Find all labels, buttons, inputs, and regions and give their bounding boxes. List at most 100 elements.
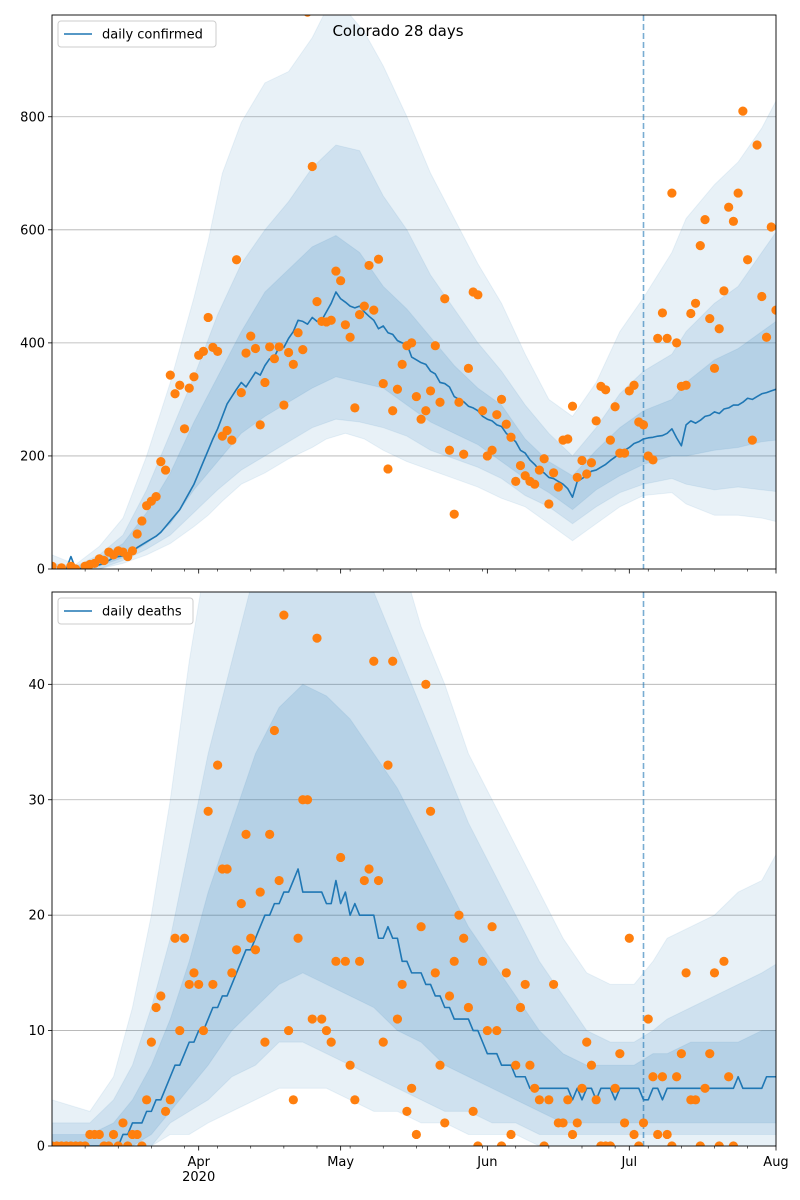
observed-point-79: [435, 397, 445, 407]
uncertainty-band-0: [52, 592, 776, 1146]
observed-point-82: [449, 509, 459, 519]
observed-point-126: [657, 308, 668, 318]
xtick-label-jun: Jun: [476, 1155, 497, 1170]
observed-point-83: [440, 1118, 450, 1128]
observed-point-92: [496, 394, 507, 405]
observed-point-32: [213, 346, 223, 356]
observed-point-114: [586, 1060, 597, 1070]
observed-point-111: [572, 1118, 582, 1128]
observed-point-10: [94, 1129, 104, 1140]
observed-point-136: [705, 313, 715, 324]
observed-point-55: [307, 1014, 317, 1024]
observed-point-126: [643, 1014, 653, 1024]
observed-point-21: [146, 1037, 156, 1047]
observed-point-151: [776, 304, 785, 313]
observed-point-64: [364, 260, 374, 271]
observed-point-110: [582, 469, 592, 479]
observed-point-101: [525, 1060, 535, 1070]
observed-point-50: [284, 1025, 294, 1036]
observed-point-68: [369, 656, 379, 666]
observed-point-148: [761, 332, 772, 342]
observed-point-61: [336, 852, 346, 863]
observed-point-53: [312, 297, 322, 307]
uncertainty-band-0: [52, 15, 776, 569]
deaths-panel: 0 10 20 30 40 Apr May Jun Jul Aug 2020 daily deaths: [28, 591, 789, 1185]
observed-point-43: [265, 342, 275, 352]
observed-point-84: [459, 449, 469, 459]
observed-point-29: [198, 346, 209, 356]
observed-point-128: [667, 188, 677, 198]
observed-point-12: [104, 1141, 114, 1146]
observed-point-139: [705, 1049, 715, 1059]
observed-point-120: [629, 380, 639, 390]
observed-point-71: [397, 359, 407, 369]
observed-point-52: [293, 933, 303, 943]
observed-point-84: [444, 991, 455, 1001]
observed-point-94: [506, 432, 516, 442]
observed-point-48: [274, 875, 284, 886]
observed-point-19: [151, 492, 161, 502]
observed-point-147: [757, 291, 767, 302]
observed-point-21: [160, 465, 171, 475]
legend-label: daily confirmed: [102, 28, 203, 43]
observed-point-36: [231, 255, 242, 265]
ytick-label-30: 30: [28, 793, 45, 808]
observed-point-62: [340, 956, 350, 966]
observed-point-120: [615, 1049, 625, 1059]
observed-point-59: [326, 1037, 336, 1047]
observed-point-149: [766, 222, 776, 232]
observed-point-40: [250, 343, 261, 354]
observed-point-27: [189, 372, 199, 382]
observed-point-134: [681, 968, 691, 978]
observed-point-144: [728, 1141, 739, 1146]
ytick-label-200: 200: [20, 449, 45, 464]
uncertainty-band-2: [52, 234, 776, 569]
observed-point-82: [435, 1060, 445, 1070]
ytick-label-800: 800: [20, 110, 45, 125]
observed-point-58: [321, 1025, 332, 1036]
observed-point-24: [175, 380, 185, 390]
observed-point-104: [539, 1141, 549, 1146]
observed-point-109: [577, 455, 587, 466]
observed-point-26: [170, 933, 180, 943]
observed-point-118: [619, 448, 630, 458]
observed-point-136: [690, 1095, 701, 1105]
observed-point-105: [544, 1095, 554, 1105]
observed-point-145: [747, 435, 757, 445]
observed-point-25: [165, 1095, 175, 1105]
observed-point-93: [487, 922, 497, 932]
observed-point-108: [558, 1118, 568, 1128]
observed-point-20: [156, 456, 166, 467]
observed-point-80: [440, 294, 450, 304]
observed-point-35: [227, 435, 237, 445]
xtick-label-aug: Aug: [763, 1155, 788, 1170]
observed-point-103: [548, 468, 559, 478]
observed-point-74: [397, 979, 407, 990]
observed-point-70: [392, 384, 403, 394]
observed-point-115: [591, 1095, 601, 1105]
observed-point-119: [610, 1083, 620, 1093]
observed-point-48: [288, 359, 298, 369]
observed-point-0: [52, 561, 57, 569]
observed-point-85: [463, 363, 474, 373]
observed-point-62: [354, 310, 365, 320]
legend-box: [57, 20, 217, 48]
observed-point-122: [638, 420, 649, 430]
observed-point-72: [388, 656, 398, 666]
observed-point-127: [648, 1072, 658, 1082]
observed-point-41: [255, 420, 265, 430]
observed-point-96: [515, 460, 526, 471]
observed-point-141: [728, 216, 739, 226]
observed-point-76: [421, 406, 431, 416]
observed-point-146: [752, 140, 762, 150]
observed-point-14: [113, 1141, 123, 1146]
observed-point-138: [714, 324, 724, 334]
observed-point-22: [165, 370, 175, 380]
observed-point-102: [544, 499, 554, 509]
observed-point-51: [288, 1095, 298, 1105]
observed-point-15: [132, 529, 142, 539]
observed-point-56: [312, 633, 322, 643]
observed-point-85: [449, 956, 459, 966]
observed-point-118: [605, 1141, 615, 1146]
observed-point-56: [326, 315, 336, 325]
